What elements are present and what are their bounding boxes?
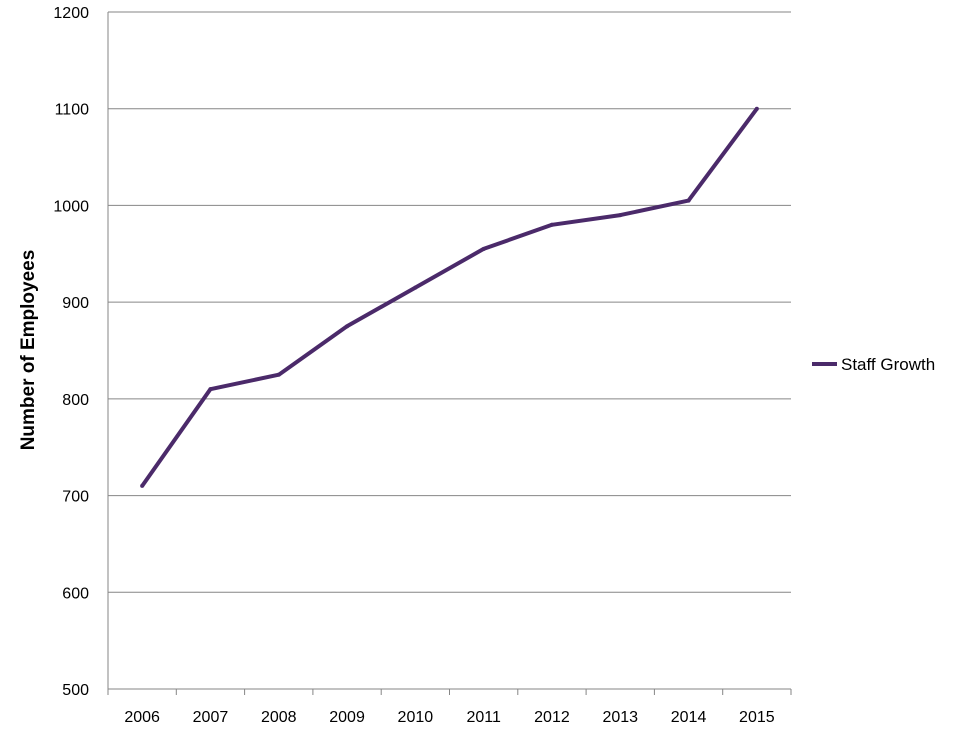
x-tick-label-2014: 2014 <box>671 709 707 726</box>
x-tick-label-2008: 2008 <box>261 709 297 726</box>
x-tick-label-2006: 2006 <box>124 709 160 726</box>
series-layer <box>140 106 759 488</box>
series-line-staff-growth <box>140 107 759 488</box>
y-tick-label-1100: 1100 <box>55 102 90 119</box>
data-point-2011 <box>481 246 486 251</box>
x-tick-label-2011: 2011 <box>466 709 501 726</box>
data-point-2012 <box>549 222 554 227</box>
y-tick-label-600: 600 <box>62 585 89 602</box>
y-tick-labels: 500 600 700 800 900 1000 1100 1200 <box>53 5 89 699</box>
x-tick-labels: 2006 2007 2008 2009 2010 2011 2012 2013 2014 2015 <box>124 709 774 726</box>
y-tick-label-700: 700 <box>62 489 89 506</box>
y-tick-label-1000: 1000 <box>53 198 89 215</box>
x-tick-label-2013: 2013 <box>602 709 638 726</box>
gridlines <box>108 11 791 593</box>
x-tick-label-2012: 2012 <box>534 709 570 726</box>
y-tick-label-900: 900 <box>62 295 89 312</box>
y-tick-label-1200: 1200 <box>53 5 89 22</box>
x-tick-label-2007: 2007 <box>193 709 229 726</box>
y-tick-label-800: 800 <box>62 392 89 409</box>
x-tick-marks <box>107 689 792 695</box>
axes <box>107 12 791 690</box>
legend: Staff Growth <box>812 355 935 374</box>
legend-label-staff-growth: Staff Growth <box>841 355 935 374</box>
y-tick-label-500: 500 <box>62 682 89 699</box>
data-point-2007 <box>208 387 213 392</box>
data-point-2008 <box>276 372 281 377</box>
data-point-2014 <box>686 198 691 203</box>
y-axis-title: Number of Employees <box>18 250 39 451</box>
x-tick-label-2015: 2015 <box>739 709 775 726</box>
data-point-2015 <box>754 106 759 111</box>
data-point-2013 <box>618 213 623 218</box>
data-point-2009 <box>345 324 350 329</box>
data-point-2010 <box>413 285 418 290</box>
x-tick-label-2010: 2010 <box>398 709 434 726</box>
x-tick-label-2009: 2009 <box>329 709 365 726</box>
data-point-2006 <box>140 483 145 488</box>
